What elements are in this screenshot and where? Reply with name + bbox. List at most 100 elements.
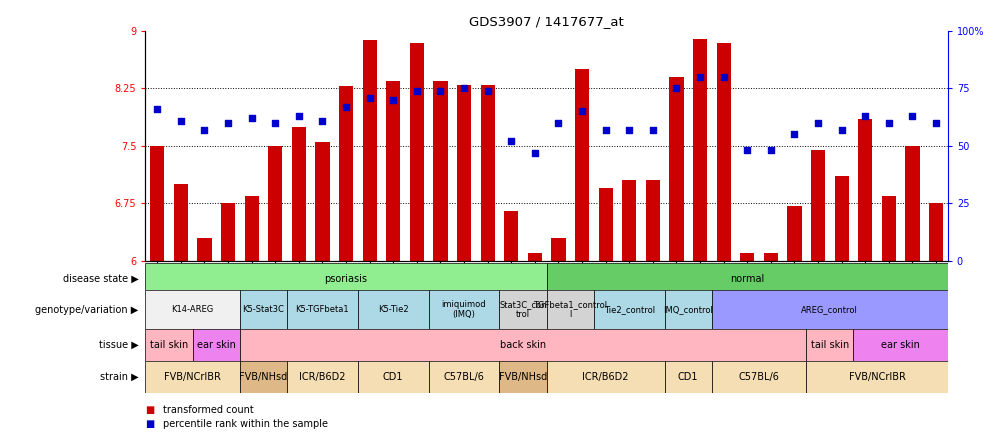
FancyBboxPatch shape	[428, 361, 499, 393]
Bar	[268, 146, 282, 261]
FancyBboxPatch shape	[711, 361, 806, 393]
Bar	[504, 211, 518, 261]
Point	[763, 147, 779, 154]
FancyBboxPatch shape	[806, 361, 947, 393]
Text: imiquimod
(IMQ): imiquimod (IMQ)	[441, 300, 486, 319]
Bar	[197, 238, 211, 261]
Bar	[811, 150, 825, 261]
Bar	[339, 86, 353, 261]
FancyBboxPatch shape	[239, 329, 806, 361]
FancyBboxPatch shape	[499, 290, 546, 329]
Text: ICR/B6D2: ICR/B6D2	[582, 372, 628, 382]
FancyBboxPatch shape	[499, 361, 546, 393]
Bar	[150, 146, 164, 261]
Bar	[315, 142, 330, 261]
FancyBboxPatch shape	[145, 329, 192, 361]
Point	[644, 126, 660, 133]
Text: ear skin: ear skin	[881, 340, 919, 350]
Text: percentile rank within the sample: percentile rank within the sample	[163, 419, 329, 429]
Title: GDS3907 / 1417677_at: GDS3907 / 1417677_at	[469, 16, 623, 28]
Bar	[173, 184, 187, 261]
Text: Tie2_control: Tie2_control	[603, 305, 654, 314]
Bar	[386, 81, 400, 261]
Text: C57BL/6: C57BL/6	[737, 372, 779, 382]
Point	[456, 85, 472, 92]
Text: FVB/NCrIBR: FVB/NCrIBR	[848, 372, 905, 382]
Text: ■: ■	[145, 405, 154, 415]
Bar	[645, 180, 659, 261]
Text: ■: ■	[145, 419, 154, 429]
Text: disease state ▶: disease state ▶	[63, 274, 138, 284]
Point	[267, 119, 283, 127]
Text: Stat3C_con
trol: Stat3C_con trol	[499, 300, 546, 319]
Text: FVB/NCrIBR: FVB/NCrIBR	[164, 372, 220, 382]
Bar	[480, 85, 494, 261]
FancyBboxPatch shape	[593, 290, 664, 329]
Point	[904, 112, 920, 119]
Text: K5-Tie2: K5-Tie2	[378, 305, 408, 314]
FancyBboxPatch shape	[711, 290, 947, 329]
Text: transformed count: transformed count	[163, 405, 254, 415]
Point	[149, 106, 165, 113]
Bar	[574, 69, 588, 261]
Text: CD1: CD1	[677, 372, 697, 382]
Bar	[763, 253, 778, 261]
Bar	[692, 39, 706, 261]
Point	[927, 119, 943, 127]
FancyBboxPatch shape	[428, 290, 499, 329]
Text: FVB/NHsd: FVB/NHsd	[239, 372, 288, 382]
Bar	[598, 188, 612, 261]
Bar	[881, 196, 895, 261]
Bar	[858, 119, 872, 261]
Point	[786, 131, 802, 138]
Text: back skin: back skin	[499, 340, 545, 350]
Point	[314, 117, 330, 124]
Text: K5-TGFbeta1: K5-TGFbeta1	[296, 305, 349, 314]
Text: tissue ▶: tissue ▶	[98, 340, 138, 350]
FancyBboxPatch shape	[145, 361, 239, 393]
Text: tail skin: tail skin	[149, 340, 188, 350]
Point	[880, 119, 896, 127]
Point	[620, 126, 636, 133]
Text: FVB/NHsd: FVB/NHsd	[498, 372, 547, 382]
Point	[714, 73, 730, 80]
Point	[172, 117, 188, 124]
Point	[573, 108, 589, 115]
Bar	[668, 77, 682, 261]
Bar	[739, 253, 754, 261]
Bar	[787, 206, 801, 261]
Bar	[715, 43, 730, 261]
FancyBboxPatch shape	[239, 361, 287, 393]
Point	[833, 126, 849, 133]
Bar	[834, 176, 848, 261]
Text: C57BL/6: C57BL/6	[443, 372, 484, 382]
FancyBboxPatch shape	[192, 329, 239, 361]
Bar	[244, 196, 259, 261]
Point	[503, 138, 519, 145]
Point	[691, 73, 707, 80]
Text: K5-Stat3C: K5-Stat3C	[242, 305, 285, 314]
Point	[219, 119, 235, 127]
Bar	[928, 203, 942, 261]
Point	[479, 87, 495, 94]
Point	[857, 112, 873, 119]
Text: strain ▶: strain ▶	[100, 372, 138, 382]
Point	[550, 119, 566, 127]
Point	[432, 87, 448, 94]
Bar	[410, 43, 424, 261]
Point	[196, 126, 212, 133]
FancyBboxPatch shape	[239, 290, 287, 329]
Text: tail skin: tail skin	[810, 340, 848, 350]
Text: normal: normal	[729, 274, 764, 284]
Text: psoriasis: psoriasis	[325, 274, 367, 284]
FancyBboxPatch shape	[546, 361, 664, 393]
FancyBboxPatch shape	[287, 290, 358, 329]
Bar	[527, 253, 541, 261]
Point	[597, 126, 613, 133]
Point	[738, 147, 755, 154]
Text: K14-AREG: K14-AREG	[171, 305, 213, 314]
Bar	[292, 127, 306, 261]
FancyBboxPatch shape	[664, 361, 711, 393]
Text: TGFbeta1_control
l: TGFbeta1_control l	[533, 300, 606, 319]
Text: CD1: CD1	[383, 372, 403, 382]
